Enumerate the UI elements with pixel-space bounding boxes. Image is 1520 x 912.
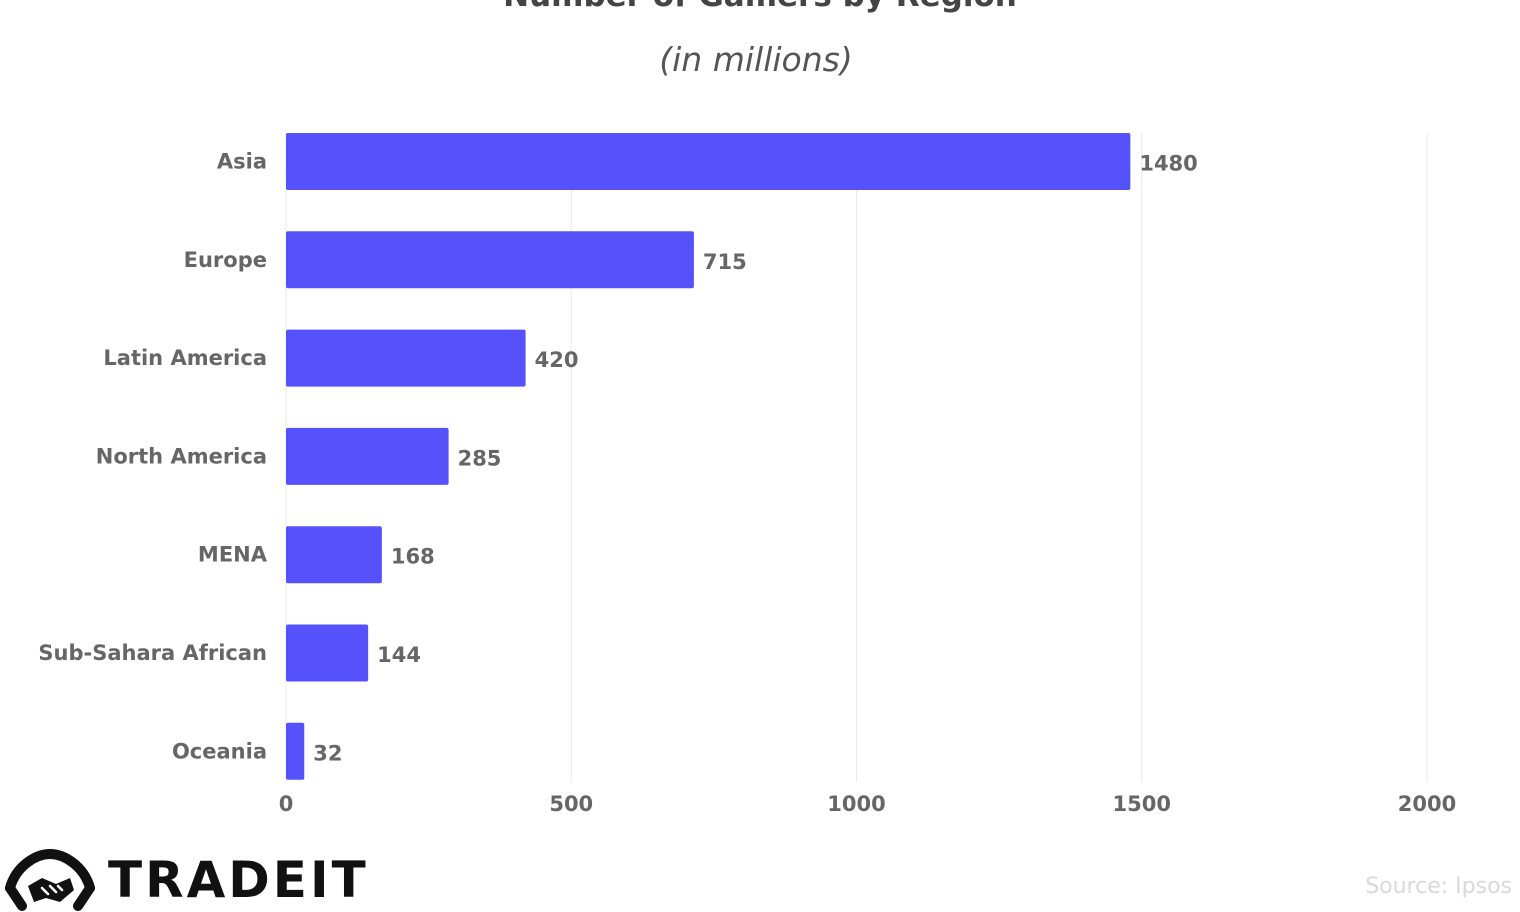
bar-north-america bbox=[286, 427, 449, 485]
brand-logo: TRADEIT bbox=[2, 848, 369, 912]
x-tick-label: 500 bbox=[549, 792, 593, 816]
value-label: 285 bbox=[458, 446, 502, 470]
category-label: Sub-Sahara African bbox=[38, 641, 267, 665]
source-credit: Source: Ipsos bbox=[1365, 874, 1512, 899]
bar-oceania bbox=[286, 722, 305, 780]
bar-asia bbox=[286, 133, 1131, 190]
value-label: 144 bbox=[377, 643, 421, 667]
chart-subtitle: (in millions) bbox=[659, 40, 853, 79]
x-tick-label: 1000 bbox=[827, 792, 885, 816]
chart-title: Number of Gamers by Region bbox=[0, 0, 1520, 14]
value-label: 715 bbox=[703, 250, 747, 274]
x-tick-label: 0 bbox=[279, 792, 294, 816]
brand-name: TRADEIT bbox=[108, 851, 369, 909]
bar-mena bbox=[286, 526, 382, 584]
bar-sub-sahara-african bbox=[286, 624, 369, 682]
category-label: Oceania bbox=[172, 739, 267, 763]
category-labels: Asia Europe Latin America North America MENA… bbox=[38, 150, 267, 764]
handshake-logo-icon bbox=[5, 848, 95, 911]
category-label: Latin America bbox=[103, 346, 267, 370]
category-label: North America bbox=[96, 444, 267, 468]
value-labels: 1480 715 420 285 168 144 32 bbox=[313, 152, 1198, 766]
bar-europe bbox=[286, 231, 694, 289]
x-tick-label: 1500 bbox=[1113, 792, 1171, 816]
value-label: 32 bbox=[313, 741, 342, 765]
value-label: 1480 bbox=[1139, 152, 1197, 176]
value-label: 168 bbox=[391, 545, 435, 569]
category-label: Europe bbox=[184, 248, 267, 272]
value-label: 420 bbox=[535, 348, 579, 372]
category-label: MENA bbox=[198, 543, 268, 567]
category-label: Asia bbox=[217, 150, 267, 174]
x-tick-label: 2000 bbox=[1398, 792, 1456, 816]
bars bbox=[286, 133, 1131, 780]
bar-latin-america bbox=[286, 329, 526, 387]
x-axis-ticks: 0 500 1000 1500 2000 bbox=[279, 792, 1457, 816]
